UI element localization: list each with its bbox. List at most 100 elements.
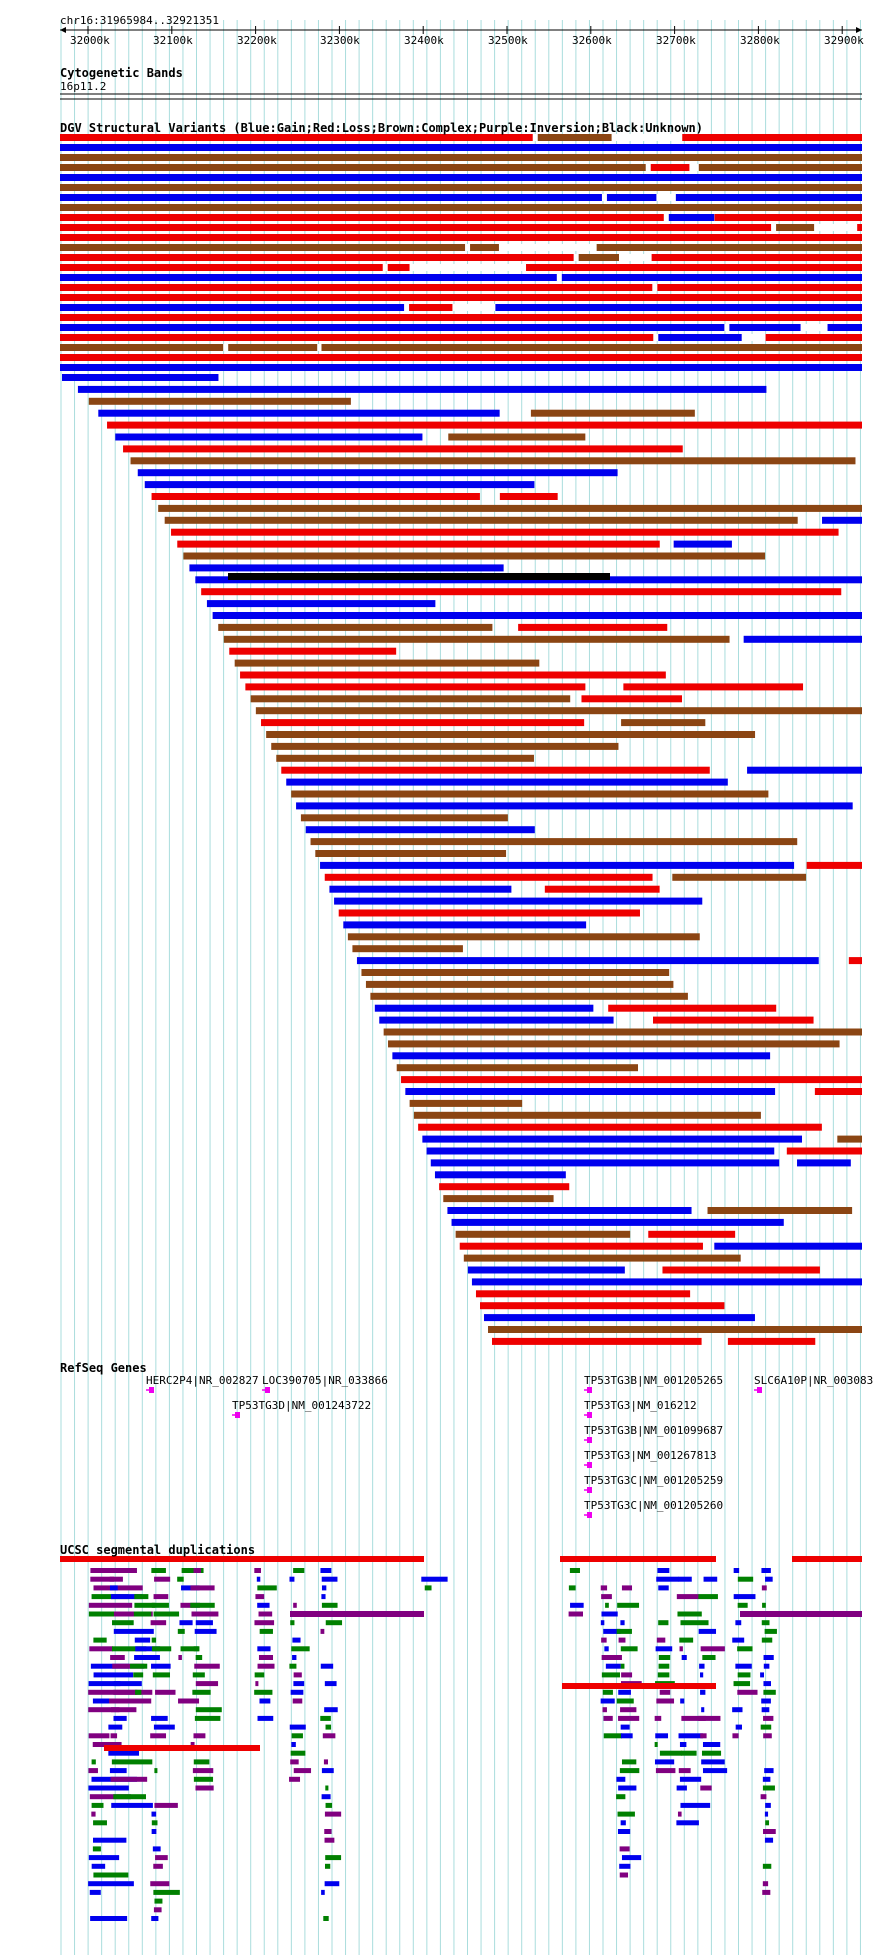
gene-exon [587,1487,592,1493]
gene-label[interactable]: LOC390705|NR_033866 [262,1374,388,1387]
segdup-block [570,1602,584,1608]
gene-label[interactable]: TP53TG3B|NM_001205265 [584,1374,724,1387]
dgv-variant [137,469,618,477]
segdup-block [151,1602,169,1608]
gene-label[interactable]: SLC6A10P|NR_003083 [754,1374,874,1387]
segdup-block [293,1602,297,1608]
segdup-block [605,1663,621,1669]
segdup-block [324,1707,338,1713]
dgv-variant [365,980,674,988]
segdup-block [655,1768,676,1774]
segdup-block [90,1663,130,1669]
ruler-tick-label: 32200k [237,34,277,47]
dgv-variant [60,324,862,331]
segdup-block [761,1698,771,1704]
segdup-block [195,1785,214,1791]
segdup-block [616,1794,626,1800]
segdup-block [88,1602,133,1608]
ruler-tick-label: 32800k [740,34,780,47]
dgv-variant [324,873,653,881]
segdup-block [181,1585,200,1591]
segdup-block [181,1568,204,1573]
segdup-block [562,1683,716,1689]
gene-label[interactable]: HERC2P4|NR_002827 [146,1374,259,1387]
refseq-track-title: RefSeq Genes [60,1361,147,1375]
dgv-variant [727,1337,816,1345]
dgv-variant [151,493,480,500]
segdup-block [698,1594,718,1600]
dgv-variant [60,154,862,161]
segdup-block [601,1594,612,1600]
gene-label[interactable]: TP53TG3D|NM_001243722 [232,1399,372,1412]
gene-label[interactable]: TP53TG3|NM_001267813 [584,1449,717,1462]
segdup-block [656,1576,680,1582]
segdup-block [678,1576,692,1582]
segdup-block [321,1576,338,1582]
dgv-variant [60,284,862,291]
segdup-block [765,1802,771,1808]
segdup-block [763,1829,776,1834]
segdup-block [654,1715,662,1721]
dgv-variant [347,933,700,941]
segdup-block [700,1689,706,1695]
gene-label[interactable]: TP53TG3C|NM_001205260 [584,1499,724,1512]
dgv-variant [329,885,512,893]
gene-exon [149,1387,154,1393]
segdup-block [289,1576,295,1582]
dgv-variant [276,754,534,762]
dgv-variant [488,1326,862,1333]
segdup-block [151,1820,158,1826]
segdup-block [321,1585,327,1591]
dgv-variant [467,1266,625,1274]
segdup-block [257,1585,277,1591]
segdup-block [151,1646,172,1652]
segdup-block [190,1602,215,1608]
dgv-variant [189,564,504,572]
dgv-variant [343,921,587,929]
dgv-variant [261,719,585,727]
segdup-block [603,1733,623,1739]
dgv-variant [338,909,640,917]
segdup-block [678,1768,691,1774]
segdup-block [89,1889,101,1895]
segdup-block [150,1881,170,1887]
segdup-block [321,1889,325,1895]
segdup-block [110,1742,122,1747]
segdup-block [134,1637,151,1643]
segdup-block [88,1881,134,1887]
segdup-block [657,1568,670,1573]
gene-label[interactable]: TP53TG3C|NM_001205259 [584,1474,724,1487]
segdup-block [765,1576,773,1582]
segdup-block [621,1855,642,1861]
segdup-block [151,1829,157,1834]
gene-exon [587,1412,592,1418]
segdup-block [110,1776,148,1782]
segdup-block [616,1776,626,1782]
segdup-block [192,1672,205,1678]
segdup-block [658,1655,671,1660]
dgv-variant [434,1171,566,1179]
dgv-variant [60,364,862,371]
dgv-variant [606,194,657,201]
segdup-block [620,1707,637,1713]
dgv-variant [451,1218,784,1226]
segdup-block [600,1585,608,1591]
segdup-block [701,1759,725,1765]
gene-label[interactable]: TP53TG3|NM_016212 [584,1399,697,1412]
segdup-block [700,1785,712,1791]
gene-exon [235,1412,240,1418]
segdup-block [154,1802,178,1808]
dgv-variant [623,683,804,691]
segdup-block [621,1759,637,1765]
segdup-block [604,1646,609,1652]
segdup-block [763,1655,774,1660]
gene-label[interactable]: TP53TG3B|NM_001099687 [584,1424,724,1437]
dgv-variant [455,1230,631,1238]
dgv-variant [60,194,862,201]
segdup-block [737,1646,753,1652]
dgv-variant [291,790,769,798]
segdup-block [321,1602,338,1608]
dgv-variant [673,540,732,548]
segdup-block [762,1776,771,1782]
dgv-variant [177,540,660,548]
